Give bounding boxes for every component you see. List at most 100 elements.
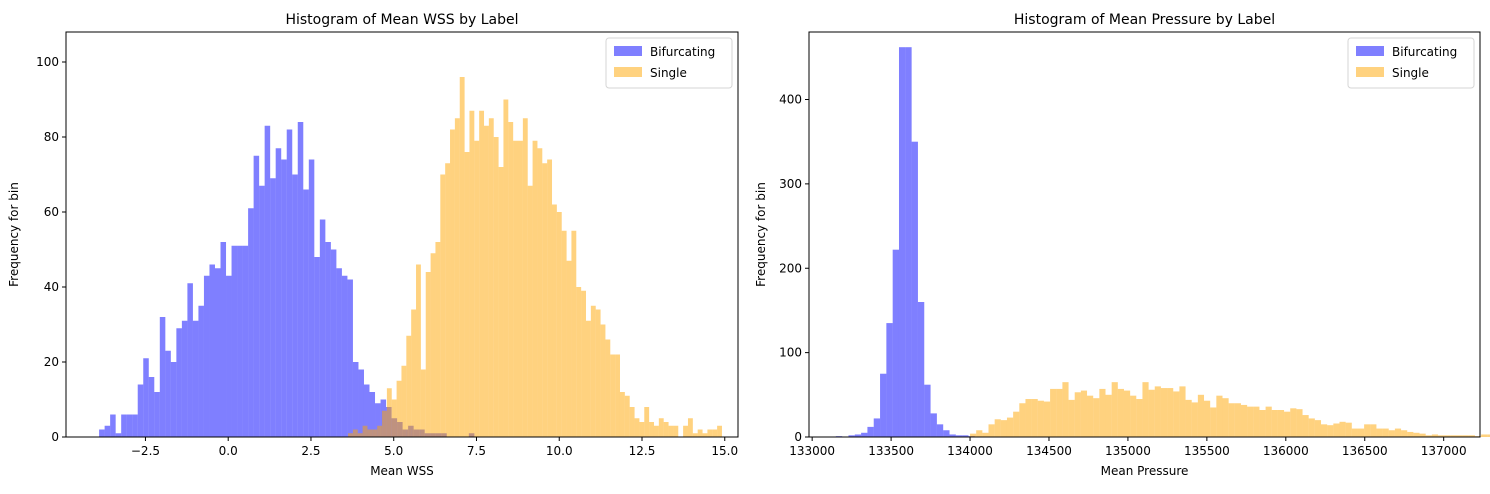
y-tick-label: 20 (44, 355, 59, 369)
bar-single (435, 242, 441, 437)
bar-single (1247, 406, 1254, 438)
legend-label-bifurcating: Bifurcating (1392, 45, 1457, 59)
bar-single (1191, 402, 1198, 437)
bar-single (1216, 395, 1223, 437)
bar-bifurcating (154, 392, 160, 437)
bar-single (503, 99, 509, 437)
bar-single (644, 407, 650, 437)
bar-single (1327, 425, 1334, 437)
bar-single (1284, 411, 1291, 437)
bar-single (1210, 407, 1217, 437)
bar-single (1117, 388, 1124, 437)
bar-single (401, 365, 407, 437)
bar-single (1425, 435, 1432, 437)
bar-single (581, 290, 586, 437)
bar-single (454, 118, 460, 437)
bar-single (1031, 399, 1038, 437)
y-tick-label: 40 (44, 280, 59, 294)
x-axis-label: Mean Pressure (1101, 464, 1189, 478)
bar-bifurcating (121, 414, 127, 437)
chart-title: Histogram of Mean WSS by Label (285, 12, 518, 28)
bar-single (464, 152, 470, 437)
bar-single (1050, 388, 1057, 437)
bar-single (1401, 430, 1408, 437)
bar-single (1136, 399, 1143, 437)
bar-single (386, 388, 392, 437)
bar-bifurcating (898, 47, 906, 437)
bar-single (683, 425, 688, 437)
legend-swatch-bifurcating (614, 46, 642, 56)
plot-frame (65, 31, 739, 438)
bar-bifurcating (165, 350, 171, 437)
bar-single (1290, 408, 1297, 437)
bar-single (1357, 428, 1365, 437)
bar-bifurcating (248, 208, 254, 437)
bar-single (1074, 392, 1081, 437)
bar-bifurcating (854, 434, 862, 437)
x-axis-ticks: −2.5 0.0 2.5 5.0 7.5 10.0 12.5 15.0 (131, 437, 738, 458)
bar-bifurcating (115, 433, 122, 437)
bar-bifurcating (949, 434, 956, 437)
bar-single (1345, 422, 1352, 437)
bar-bifurcating (341, 275, 348, 437)
bar-single (367, 429, 373, 437)
bar-single (445, 163, 451, 437)
bar-single (590, 305, 596, 437)
y-axis-label: Frequency for bin (7, 182, 21, 287)
bar-single (717, 425, 722, 437)
bar-bifurcating (943, 430, 950, 437)
bar-single (547, 159, 553, 437)
bar-single (561, 230, 567, 437)
bar-bifurcating (181, 320, 188, 437)
bar-single (586, 320, 591, 437)
bar-bifurcating (143, 358, 149, 437)
bar-single (692, 433, 698, 437)
bar-single (649, 422, 654, 437)
bar-single (518, 140, 523, 437)
bar-single (1259, 410, 1266, 437)
bar-bifurcating (170, 362, 177, 437)
bar-single (377, 425, 383, 437)
bar-single (1123, 390, 1131, 437)
bar-single (1370, 424, 1377, 437)
bar-bifurcating (220, 242, 227, 437)
bar-single (624, 395, 630, 437)
bar-bifurcating (330, 249, 337, 437)
bar-single (493, 137, 499, 437)
x-tick-label: 134000 (947, 444, 993, 458)
bar-single (1234, 403, 1241, 437)
bar-single (1407, 431, 1414, 437)
bar-single (1394, 428, 1402, 437)
bar-single (1154, 386, 1161, 438)
x-tick-label: 134500 (1026, 444, 1072, 458)
bar-single (411, 309, 417, 437)
bar-bifurcating (231, 245, 238, 437)
bar-bifurcating (192, 320, 199, 437)
bar-single (1308, 418, 1315, 437)
bar-bifurcating (955, 435, 963, 437)
bar-bifurcating (319, 219, 326, 437)
x-axis-label: Mean WSS (370, 464, 434, 478)
bar-single (639, 422, 645, 437)
bar-single (488, 118, 494, 437)
bar-bifurcating (214, 268, 221, 437)
x-tick-label: 0.0 (219, 444, 238, 458)
bar-single (474, 140, 480, 437)
x-tick-label: 136000 (1263, 444, 1309, 458)
x-tick-label: 136500 (1342, 444, 1388, 458)
bar-single (1068, 399, 1075, 438)
bar-single (697, 429, 703, 437)
y-axis-label: Frequency for bin (754, 182, 768, 287)
bar-bifurcating (281, 159, 287, 437)
bar-single (1413, 432, 1420, 437)
bar-single (1351, 428, 1358, 437)
y-tick-label: 100 (36, 55, 59, 69)
bar-single (610, 354, 616, 437)
y-tick-label: 0 (51, 430, 59, 444)
bar-bifurcating (358, 369, 364, 437)
bar-bifurcating (176, 328, 182, 437)
bar-single (532, 140, 538, 437)
bar-bifurcating (352, 362, 359, 437)
bar-bifurcating (270, 178, 276, 437)
x-tick-label: 135500 (1184, 444, 1230, 458)
